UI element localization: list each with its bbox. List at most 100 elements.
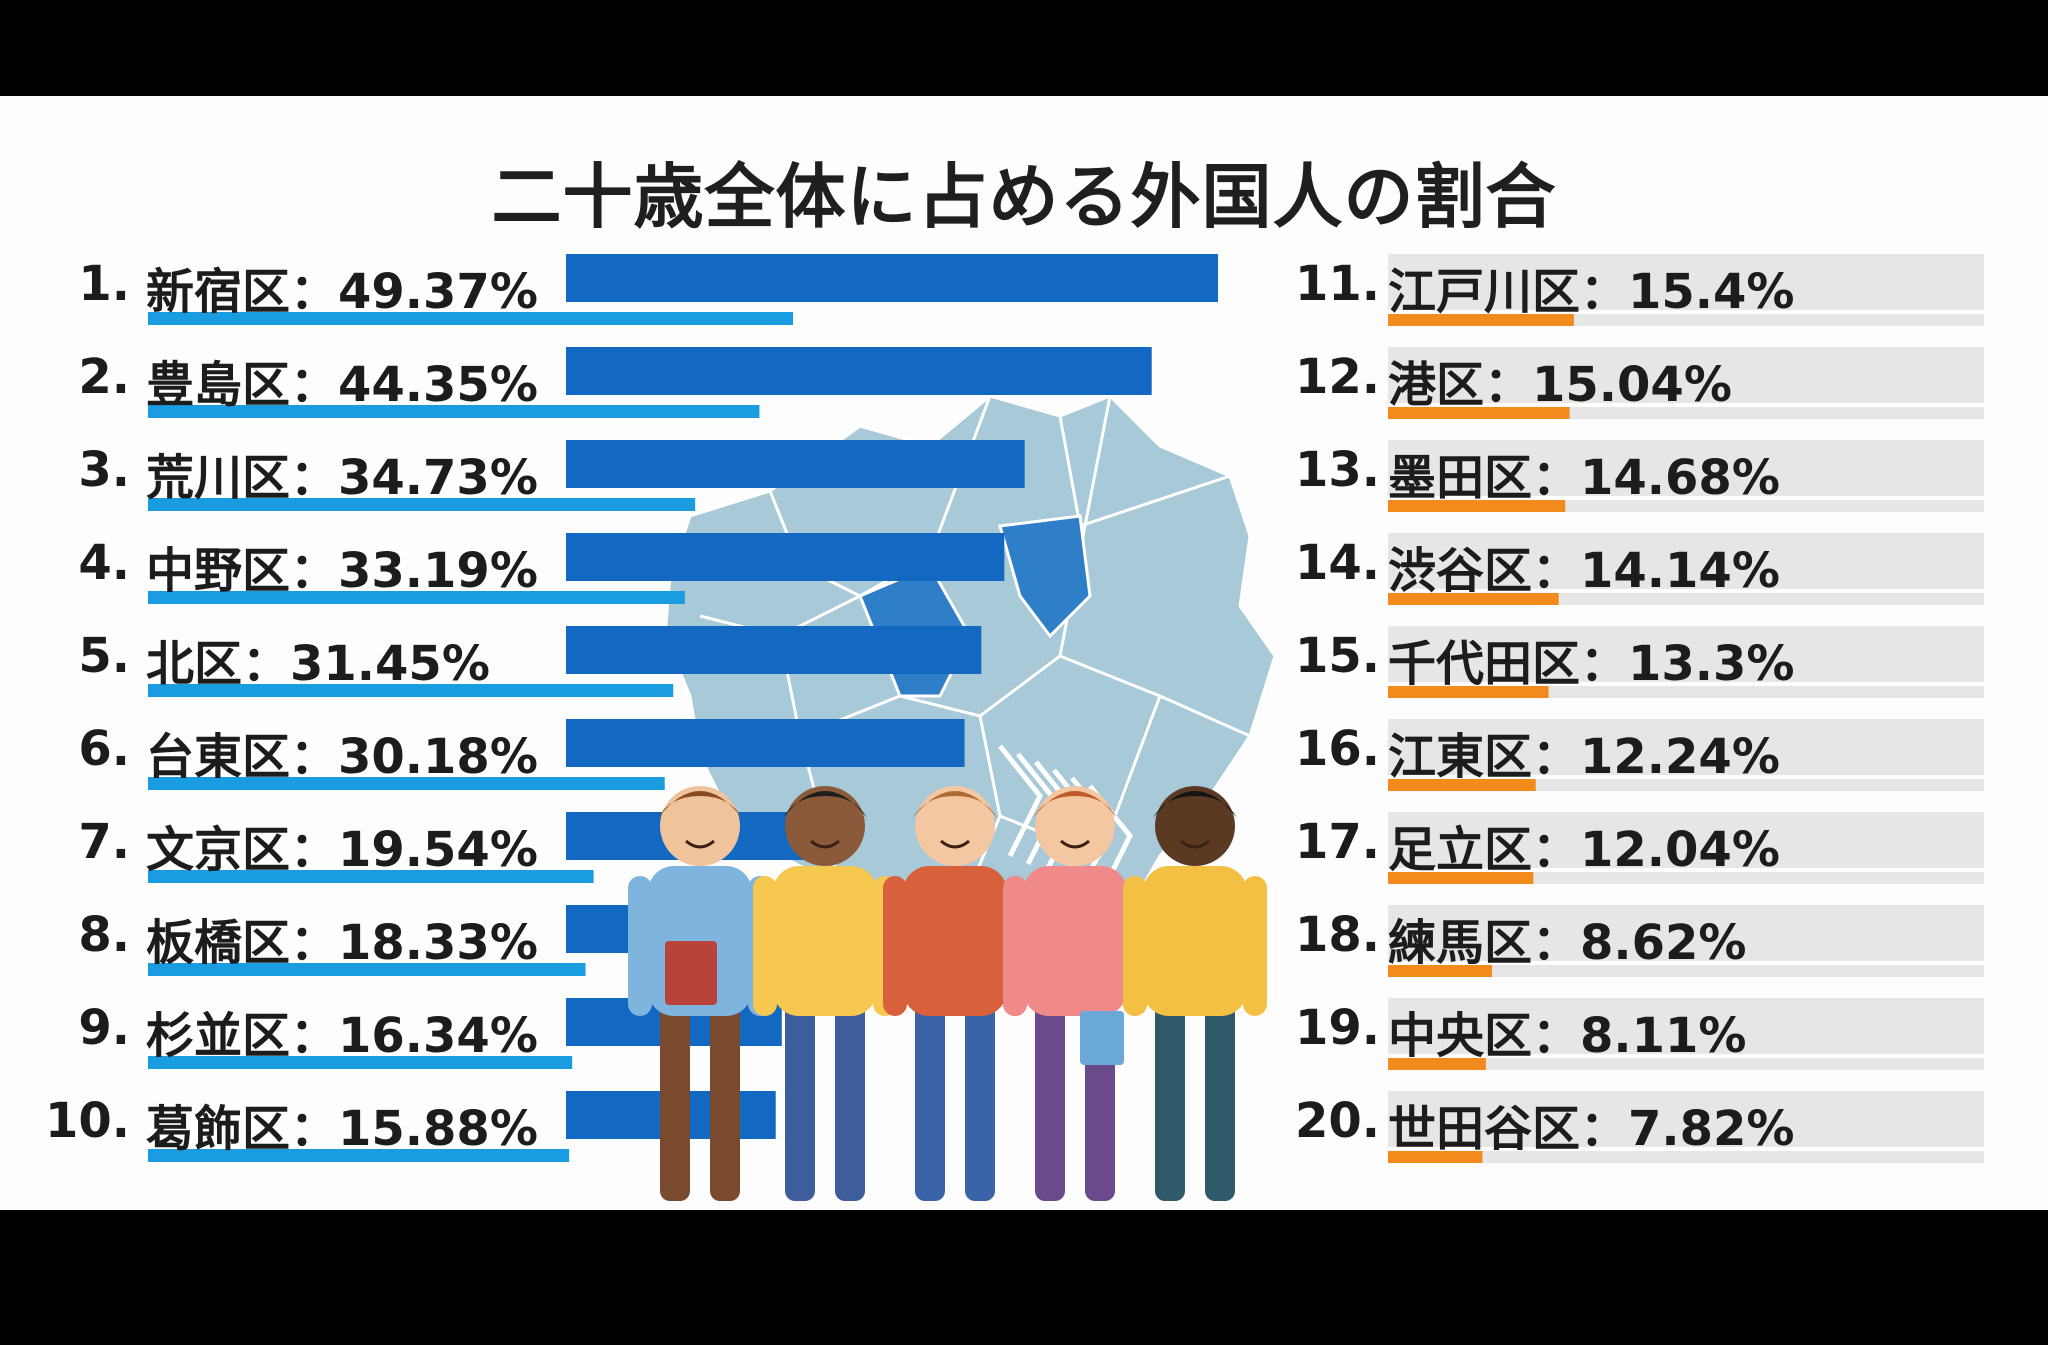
rank-label: 7. xyxy=(78,814,130,870)
book-icon xyxy=(1080,1011,1124,1065)
student-arm xyxy=(883,876,907,1016)
bar-underline xyxy=(148,498,696,511)
bar-track xyxy=(1388,347,1984,403)
bar-track xyxy=(1388,905,1984,961)
bar xyxy=(1388,500,1566,512)
rank-label: 11. xyxy=(1294,256,1380,312)
student-leg xyxy=(915,1001,945,1201)
bar xyxy=(1388,965,1493,977)
bar-label: 荒川区：34.73% xyxy=(146,450,538,506)
students-illustration xyxy=(628,786,1267,1201)
bar-label: 豊島区：44.35% xyxy=(146,357,538,413)
rank-label: 16. xyxy=(1294,721,1380,777)
bar xyxy=(1388,1151,1483,1163)
bar xyxy=(1388,593,1559,605)
bar-underline xyxy=(148,1149,570,1162)
bar-track-base xyxy=(1388,965,1984,977)
rank-label: 17. xyxy=(1294,814,1380,870)
rank-label: 14. xyxy=(1294,535,1380,591)
bar-underline xyxy=(148,870,594,883)
student-smile xyxy=(1060,839,1090,849)
bar-underline xyxy=(148,963,586,976)
bar-label: 江戸川区：15.4% xyxy=(1388,264,1795,320)
bar-track xyxy=(1388,626,1984,682)
bar xyxy=(566,440,1025,488)
rank-label: 6. xyxy=(78,721,130,777)
student-leg xyxy=(835,1001,865,1201)
bar-track xyxy=(1388,254,1984,310)
rank-label: 2. xyxy=(78,349,130,405)
bar-track xyxy=(1388,533,1984,589)
rank-label: 20. xyxy=(1294,1093,1380,1149)
student-smile xyxy=(685,839,715,849)
student-arm xyxy=(1243,876,1267,1016)
bar-track-base xyxy=(1388,1058,1984,1070)
student-figure xyxy=(883,786,1027,1201)
bar-track xyxy=(1388,440,1984,496)
bar-underline xyxy=(148,312,793,325)
rank-label: 9. xyxy=(78,1000,130,1056)
bar xyxy=(566,533,1005,581)
rank-label: 10. xyxy=(44,1093,130,1149)
bar xyxy=(566,626,982,674)
student-leg xyxy=(1205,1001,1235,1201)
bar-underline xyxy=(148,591,685,604)
student-leg xyxy=(660,1001,690,1201)
bar-label: 世田谷区：7.82% xyxy=(1388,1101,1795,1157)
student-smile xyxy=(940,839,970,849)
rank-label: 8. xyxy=(78,907,130,963)
student-head xyxy=(1155,786,1235,866)
student-leg xyxy=(710,1001,740,1201)
bar-label: 文京区：19.54% xyxy=(146,822,538,878)
bar-label: 北区：31.45% xyxy=(146,636,490,692)
student-leg xyxy=(965,1001,995,1201)
rank-label: 4. xyxy=(78,535,130,591)
rank-label: 18. xyxy=(1294,907,1380,963)
bar-track xyxy=(1388,1091,1984,1147)
bar-label: 港区：15.04% xyxy=(1388,357,1732,413)
bar-underline xyxy=(148,1056,573,1069)
student-head xyxy=(1035,786,1115,866)
bar-label: 江東区：12.24% xyxy=(1388,729,1780,785)
bar-label: 台東区：30.18% xyxy=(146,729,538,785)
map-highlight-district xyxy=(998,514,1092,639)
bar xyxy=(1388,779,1536,791)
student-hair xyxy=(658,791,742,818)
student-hair xyxy=(1153,791,1237,818)
bar-label: 中央区：8.11% xyxy=(1388,1008,1747,1064)
rank-label: 3. xyxy=(78,442,130,498)
bar xyxy=(1388,407,1570,419)
rank-label: 19. xyxy=(1294,1000,1380,1056)
bar-label: 新宿区：49.37% xyxy=(146,264,538,320)
bar-label: 足立区：12.04% xyxy=(1388,822,1780,878)
bar-track-base xyxy=(1388,779,1984,791)
bar-label: 板橋区：18.33% xyxy=(146,915,538,971)
rank-label: 5. xyxy=(78,628,130,684)
bar xyxy=(1388,872,1534,884)
bar-underline xyxy=(148,405,760,418)
student-torso xyxy=(1143,866,1247,1016)
rank-label: 13. xyxy=(1294,442,1380,498)
student-smile xyxy=(1180,839,1210,849)
student-leg xyxy=(785,1001,815,1201)
student-torso xyxy=(773,866,877,1016)
bar-track xyxy=(1388,719,1984,775)
chart-title: 二十歳全体に占める外国人の割合 xyxy=(491,156,1557,238)
rank-label: 1. xyxy=(78,256,130,312)
student-head xyxy=(785,786,865,866)
infographic-panel: 二十歳全体に占める外国人の割合 1. 新宿区：49.37% 2. 豊島区：44.35%… xyxy=(0,96,2048,1210)
student-arm xyxy=(628,876,652,1016)
map-bay-line xyxy=(998,744,1043,858)
student-hair xyxy=(783,791,867,818)
book-icon xyxy=(665,941,717,1005)
student-hair xyxy=(1033,791,1117,818)
student-figure xyxy=(1123,786,1267,1201)
bar-label: 千代田区：13.3% xyxy=(1388,636,1795,692)
bar xyxy=(1388,1058,1486,1070)
bar-track-base xyxy=(1388,872,1984,884)
student-head xyxy=(660,786,740,866)
bar-label: 杉並区：16.34% xyxy=(146,1008,538,1064)
student-arm xyxy=(1123,876,1147,1016)
student-torso xyxy=(903,866,1007,1016)
student-arm xyxy=(1003,876,1027,1016)
